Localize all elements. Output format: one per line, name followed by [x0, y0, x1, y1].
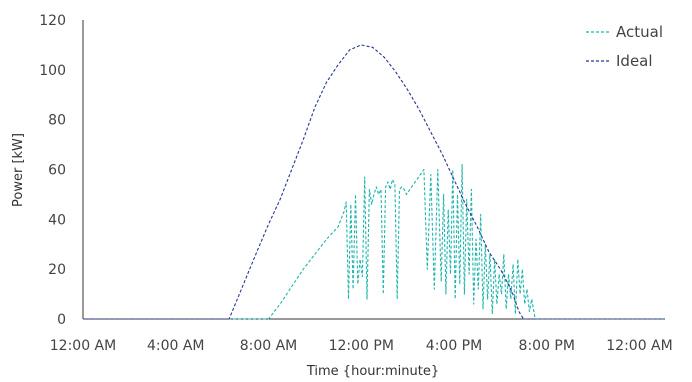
- series-line-actual: [83, 163, 665, 320]
- legend: Actual Ideal: [586, 23, 663, 70]
- legend-label-actual: Actual: [616, 23, 663, 41]
- x-tick-label: 12:00 AM: [50, 338, 116, 354]
- y-tick-label: 120: [39, 13, 66, 29]
- axes: [82, 20, 665, 320]
- x-tick-label: 8:00 PM: [519, 338, 575, 354]
- y-tick-label: 20: [48, 262, 66, 278]
- y-tick-label: 60: [48, 163, 66, 179]
- y-tick-label: 80: [48, 113, 66, 129]
- x-tick-label: 4:00 PM: [426, 338, 482, 354]
- x-tick-label: 12:00 PM: [329, 338, 394, 354]
- x-tick-label: 8:00 AM: [240, 338, 298, 354]
- y-tick-label: 100: [39, 63, 66, 79]
- x-axis-title: Time {hour:minute}: [306, 364, 439, 379]
- series-lines: [83, 44, 665, 320]
- x-tick-label: 12:00 AM: [606, 338, 672, 354]
- x-tick-label: 4:00 AM: [147, 338, 205, 354]
- x-tick-labels: 12:00 AM 4:00 AM 8:00 AM 12:00 PM 4:00 PM 8:0…: [50, 338, 673, 354]
- series-line-ideal: [83, 44, 665, 320]
- y-tick-labels: 0 20 40 60 80 100 120: [39, 13, 66, 328]
- legend-label-ideal: Ideal: [616, 52, 653, 70]
- y-axis-title: Power [kW]: [11, 133, 26, 207]
- y-tick-label: 0: [57, 312, 66, 328]
- y-tick-label: 40: [48, 212, 66, 228]
